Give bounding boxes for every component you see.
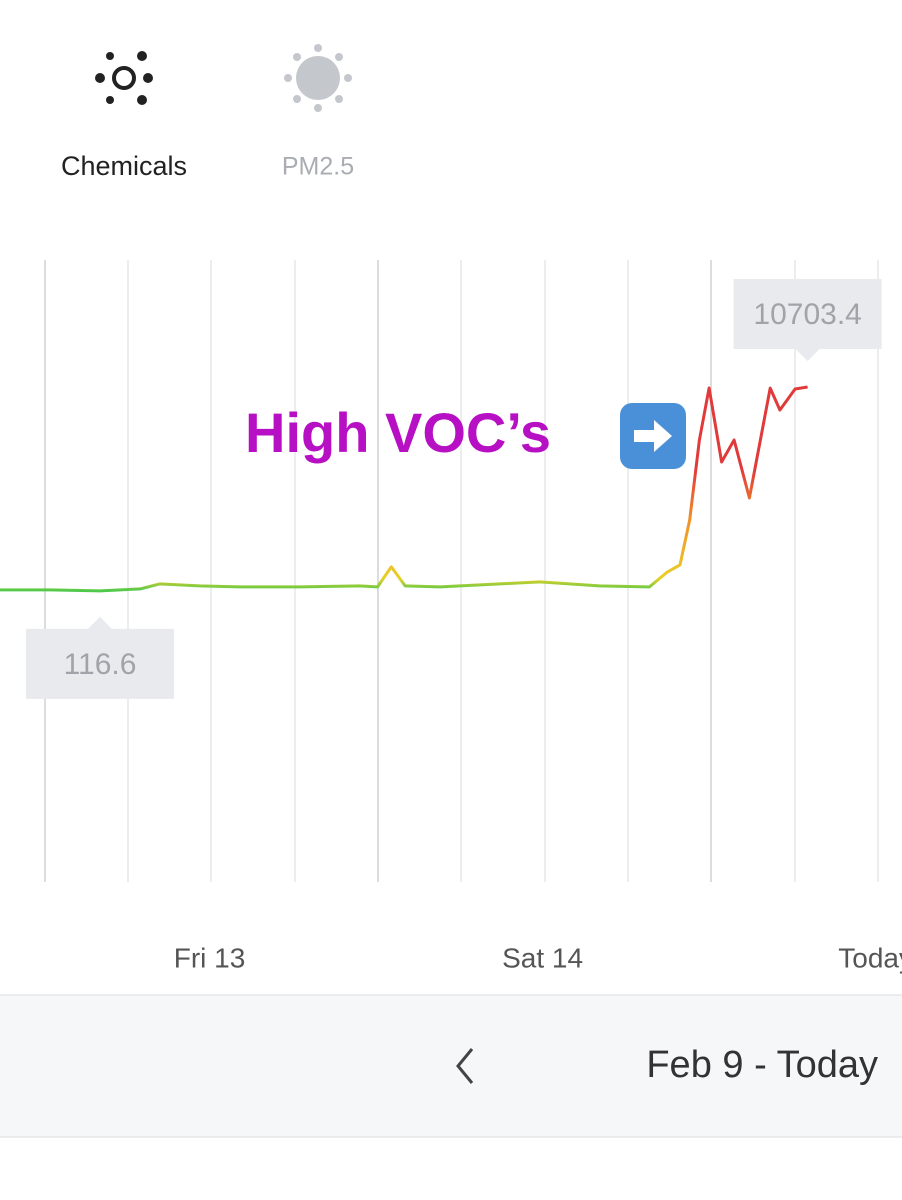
callout-label: 10703.4 [753,298,861,331]
prev-button[interactable] [456,1048,474,1084]
arrow-icon [620,403,686,469]
x-tick-label: Sat 14 [502,942,583,973]
pm25-icon [284,44,352,112]
x-tick-label: Fri 13 [174,942,246,973]
chemicals-icon [95,51,153,105]
pm25-tab[interactable]: PM2.5 [282,44,354,181]
callout [733,279,882,362]
grid [44,260,879,882]
footer-bar [0,995,902,1137]
x-tick-label: Today [838,942,902,973]
chemicals-tab[interactable]: Chemicals [61,51,187,181]
series-line [0,385,808,593]
tab-label: Chemicals [61,151,187,181]
tab-label: PM2.5 [282,153,354,181]
callout [26,616,174,699]
annotation: High VOC’s [245,401,551,464]
callout-label: 116.6 [64,648,137,681]
date-range[interactable]: Feb 9 - Today [646,1044,878,1086]
